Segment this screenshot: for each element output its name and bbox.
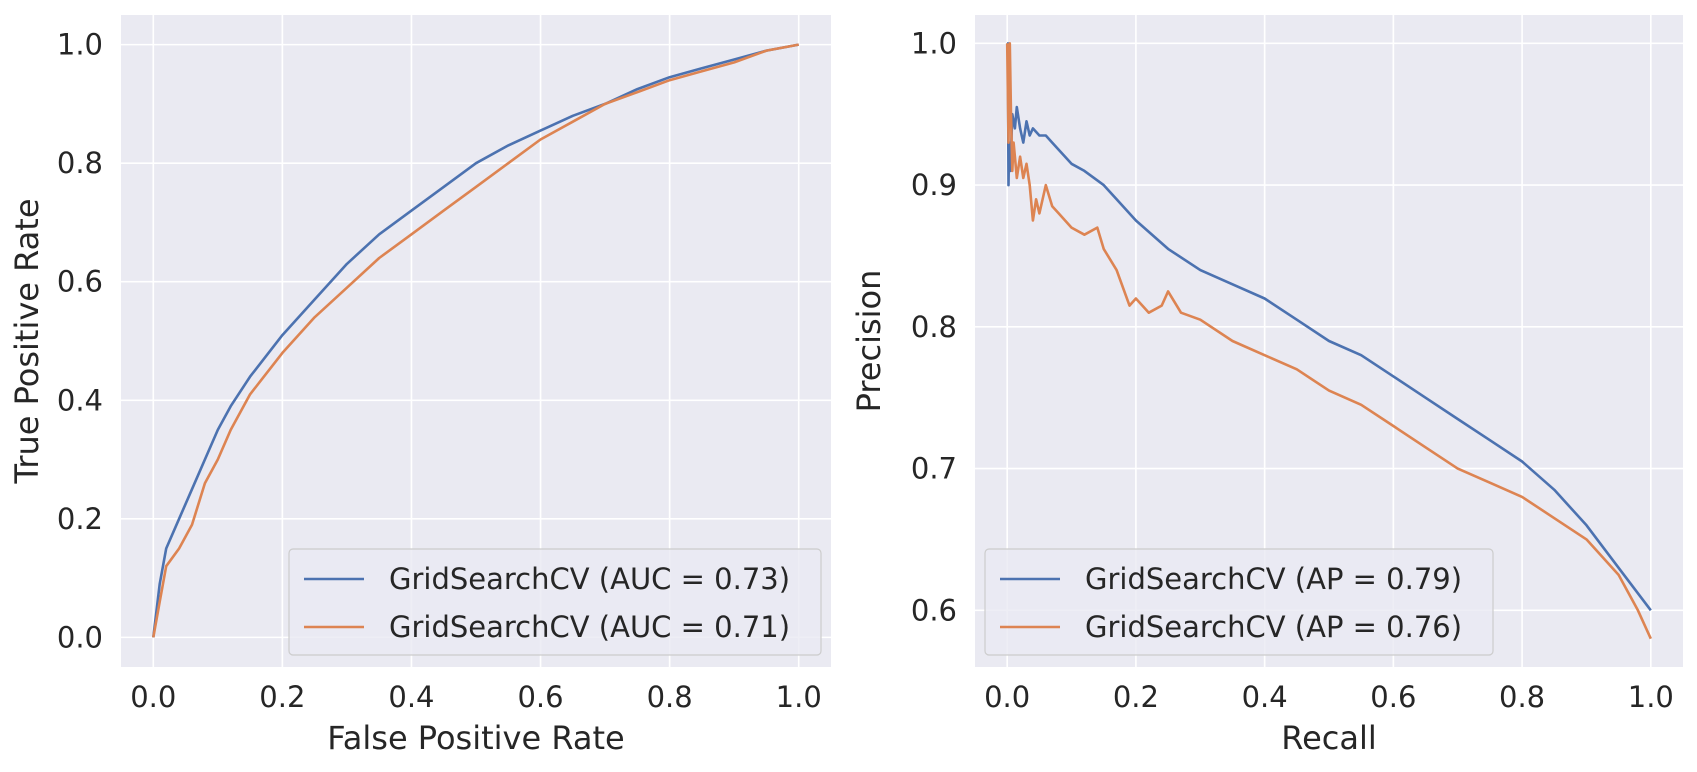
y-tick-label: 0.9 (911, 168, 957, 202)
legend-label: GridSearchCV (AP = 0.76) (1085, 610, 1462, 644)
x-tick-label: 1.0 (1628, 680, 1674, 714)
legend-label: GridSearchCV (AUC = 0.73) (389, 562, 790, 596)
chart-2: 0.0 0.2 0.4 0.6 0.8 1.0 0.6 0.7 0.8 0.9 1.0 Recall P… (850, 15, 1683, 757)
x-tick-label: 1.0 (776, 680, 822, 714)
x-tick-label: 0.2 (1113, 680, 1159, 714)
y-tick-label: 0.0 (57, 620, 103, 654)
legend-box (288, 548, 822, 656)
y-tick-label: 0.7 (911, 452, 957, 486)
x-tick-label: 0.6 (1370, 680, 1416, 714)
y-tick-label: 0.2 (57, 502, 103, 536)
x-tick-label: 0.4 (1242, 680, 1288, 714)
y-tick-label: 1.0 (911, 26, 957, 60)
x-axis-label: False Positive Rate (327, 719, 624, 757)
series-line-1 (152, 43, 799, 638)
x-tick-label: 0.0 (130, 680, 176, 714)
legend-label: GridSearchCV (AP = 0.79) (1085, 562, 1462, 596)
x-tick-label: 0.4 (388, 680, 434, 714)
legend: GridSearchCV (AP = 0.79) GridSearchCV (AP… (984, 548, 1494, 656)
legend-label: GridSearchCV (AUC = 0.71) (389, 610, 790, 644)
series-line-2 (1005, 41, 1652, 640)
legend-box (984, 548, 1494, 656)
x-tick-label: 0.6 (517, 680, 563, 714)
x-tick-label: 0.8 (647, 680, 693, 714)
x-tick-label: 0.0 (984, 680, 1030, 714)
y-tick-label: 0.6 (57, 265, 103, 299)
chart-1: 0.0 0.2 0.4 0.6 0.8 1.0 0.0 0.2 0.4 0.6 0.8 1.0 Fals… (8, 15, 831, 757)
y-tick-label: 1.0 (57, 28, 103, 62)
y-tick-label: 0.6 (911, 593, 957, 627)
y-axis-label: True Positive Rate (8, 198, 46, 484)
y-tick-label: 0.4 (57, 383, 103, 417)
series-line-1 (1006, 41, 1652, 612)
y-tick-label: 0.8 (57, 146, 103, 180)
x-axis-label: Recall (1281, 719, 1376, 757)
legend: GridSearchCV (AUC = 0.73) GridSearchCV (A… (288, 548, 822, 656)
y-tick-label: 0.8 (911, 310, 957, 344)
series-line-2 (152, 43, 799, 638)
x-tick-label: 0.2 (259, 680, 305, 714)
x-tick-label: 0.8 (1499, 680, 1545, 714)
y-axis-label: Precision (850, 270, 888, 413)
